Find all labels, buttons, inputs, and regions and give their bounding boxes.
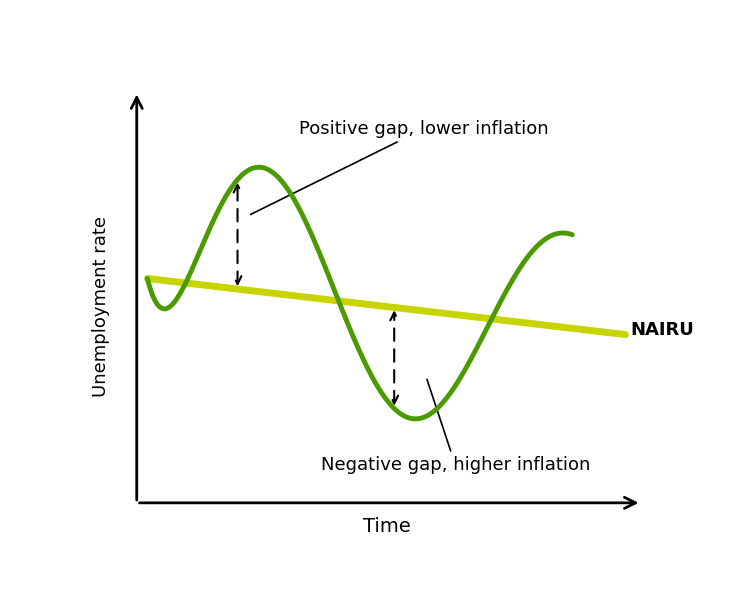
- Text: Time: Time: [363, 517, 410, 535]
- Text: NAIRU: NAIRU: [631, 321, 694, 339]
- Text: Negative gap, higher inflation: Negative gap, higher inflation: [320, 379, 590, 475]
- Text: Unemployment rate: Unemployment rate: [92, 216, 109, 397]
- Text: Positive gap, lower inflation: Positive gap, lower inflation: [250, 120, 548, 214]
